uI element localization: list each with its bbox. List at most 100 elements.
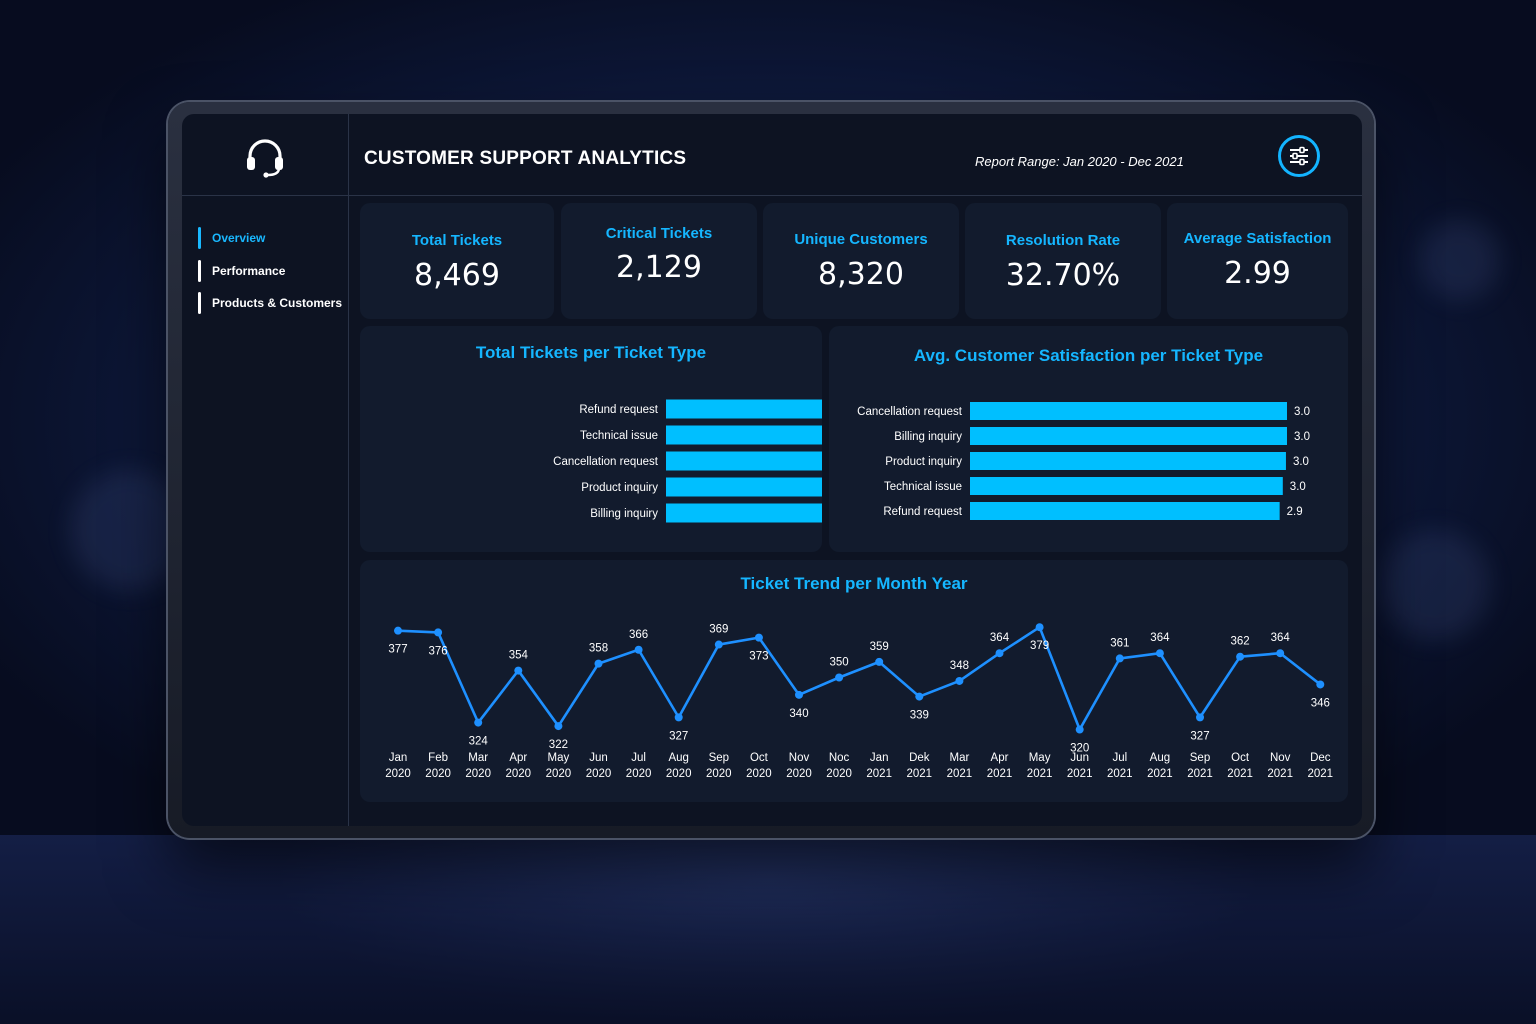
x-tick-month: Sep	[1190, 752, 1210, 764]
data-point[interactable]	[1035, 623, 1044, 632]
kpi-card-total-tickets: Total Tickets 8,469	[360, 203, 554, 319]
bar[interactable]	[666, 503, 822, 523]
data-point[interactable]	[795, 690, 803, 699]
x-tick-year: 2020	[425, 768, 451, 780]
data-point[interactable]	[554, 722, 563, 731]
data-point[interactable]	[754, 633, 763, 642]
category-label: Billing inquiry	[590, 508, 658, 520]
x-tick-month: Jan	[870, 752, 889, 764]
x-tick-month: Mar	[468, 752, 488, 764]
x-tick-month: Aug	[1150, 752, 1170, 764]
x-tick-year: 2021	[1147, 768, 1173, 780]
data-point[interactable]	[514, 666, 523, 675]
bar[interactable]	[970, 477, 1283, 495]
x-tick-month: Apr	[991, 752, 1009, 764]
x-tick-year: 2020	[786, 768, 812, 780]
data-point[interactable]	[915, 692, 924, 701]
data-point[interactable]	[875, 657, 884, 666]
x-tick-month: Aug	[668, 752, 688, 764]
data-label: 322	[549, 739, 568, 751]
data-point[interactable]	[434, 628, 443, 637]
data-label: 364	[1271, 632, 1291, 644]
data-point[interactable]	[1115, 654, 1124, 663]
data-point[interactable]	[1196, 713, 1204, 722]
data-label: 359	[870, 641, 889, 653]
kpi-card-unique-customers: Unique Customers 8,320	[763, 203, 959, 319]
sidebar-item-performance[interactable]: Performance	[198, 260, 285, 282]
bar[interactable]	[666, 425, 822, 445]
kpi-value: 2,129	[616, 250, 702, 285]
kpi-label: Critical Tickets	[605, 225, 713, 242]
bar[interactable]	[666, 477, 822, 497]
kpi-value: 32.70%	[1005, 258, 1121, 293]
data-label: 369	[709, 624, 728, 636]
bar[interactable]	[970, 502, 1280, 520]
x-tick-month: Jun	[589, 752, 608, 764]
bar[interactable]	[666, 399, 822, 419]
kpi-label: Resolution Rate	[1005, 232, 1121, 249]
data-label: 376	[429, 645, 448, 657]
data-label: 327	[1190, 730, 1209, 742]
x-tick-year: 2021	[1107, 768, 1133, 780]
data-point[interactable]	[474, 718, 483, 727]
data-label: 3.0	[1293, 456, 1309, 468]
ticket-trend-chart: 377 Jan 2020 376 Feb 2020 324 Mar 2020 354 Apr 2020…	[385, 623, 1333, 780]
data-point[interactable]	[594, 659, 603, 668]
data-label: 348	[950, 660, 969, 672]
report-range: Report Range: Jan 2020 - Dec 2021	[975, 154, 1184, 169]
x-tick-month: Nov	[789, 752, 810, 764]
data-point[interactable]	[1155, 649, 1164, 658]
dashboard-screen: CUSTOMER SUPPORT ANALYTICS Report Range:…	[182, 114, 1362, 826]
sidebar-item-products-customers[interactable]: Products & Customers	[198, 292, 342, 314]
category-label: Product inquiry	[581, 482, 658, 494]
data-point[interactable]	[995, 649, 1004, 658]
data-point[interactable]	[714, 640, 723, 649]
x-tick-month: Jul	[631, 752, 646, 764]
bar[interactable]	[970, 402, 1287, 420]
x-tick-month: Mar	[949, 752, 969, 764]
data-point[interactable]	[1276, 649, 1285, 658]
x-tick-month: Nov	[1270, 752, 1291, 764]
data-point[interactable]	[835, 673, 844, 682]
active-indicator	[198, 227, 201, 249]
x-tick-year: 2021	[1027, 768, 1053, 780]
logo-cell	[182, 114, 349, 195]
x-tick-year: 2020	[746, 768, 772, 780]
data-label: 339	[910, 710, 929, 722]
x-tick-year: 2020	[666, 768, 692, 780]
x-tick-month: Dec	[1310, 752, 1331, 764]
data-point[interactable]	[634, 645, 643, 654]
bar[interactable]	[970, 452, 1286, 470]
satisfaction-per-type-panel: Avg. Customer Satisfaction per Ticket Ty…	[829, 326, 1348, 552]
chart-title: Avg. Customer Satisfaction per Ticket Ty…	[913, 346, 1264, 365]
data-label: 379	[1030, 640, 1049, 652]
category-label: Billing inquiry	[894, 431, 962, 443]
data-label: 364	[1150, 632, 1170, 644]
sidebar-item-label: Performance	[212, 264, 286, 278]
sidebar-item-overview[interactable]: Overview	[198, 227, 265, 249]
filter-button[interactable]	[1278, 135, 1320, 177]
data-label: 364	[990, 632, 1010, 644]
data-point[interactable]	[394, 626, 402, 635]
data-label: 320	[1070, 743, 1089, 755]
x-tick-year: 2020	[706, 768, 732, 780]
data-point[interactable]	[1236, 652, 1245, 661]
ticket-trend-panel: Ticket Trend per Month Year 377 Jan 2020 37…	[360, 560, 1348, 802]
category-label: Cancellation request	[857, 406, 963, 418]
x-tick-month: Sep	[709, 752, 729, 764]
data-label: 346	[1311, 697, 1330, 709]
x-tick-year: 2021	[1067, 768, 1093, 780]
kpi-card-average-satisfaction: Average Satisfaction 2.99	[1167, 203, 1348, 319]
category-label: Refund request	[579, 404, 658, 416]
data-label: 2.9	[1287, 506, 1303, 518]
sidebar-item-label: Overview	[212, 231, 266, 245]
data-point[interactable]	[674, 713, 683, 722]
data-point[interactable]	[1075, 725, 1084, 734]
data-point[interactable]	[1316, 680, 1325, 689]
bar[interactable]	[970, 427, 1287, 445]
category-label: Technical issue	[580, 430, 658, 442]
tickets-per-type-chart: Refund request1,752Technical issue1,747C…	[553, 399, 822, 523]
chart-title: Total Tickets per Ticket Type	[475, 343, 707, 362]
bar[interactable]	[666, 451, 822, 471]
data-point[interactable]	[955, 676, 964, 685]
